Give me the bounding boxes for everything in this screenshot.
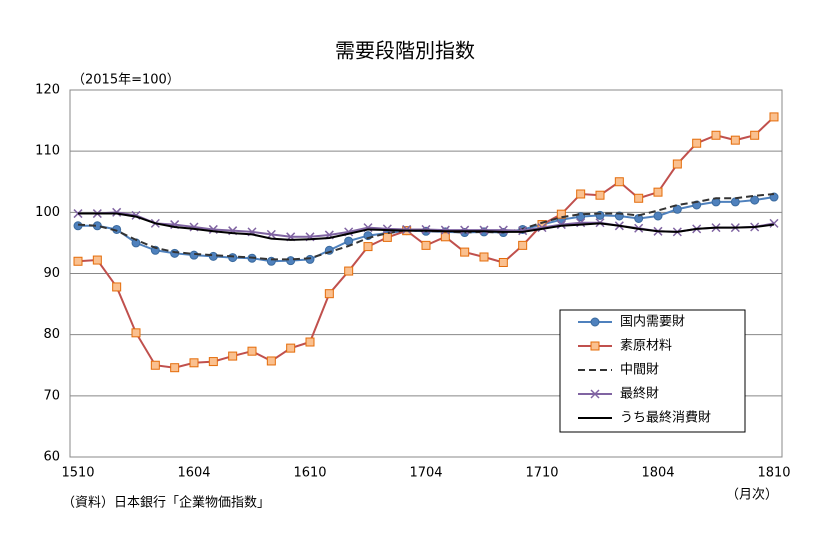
series-marker — [382, 232, 392, 242]
series-marker — [556, 209, 566, 219]
y-tick-label: 90 — [43, 266, 60, 281]
unit-label: （2015年=100） — [72, 73, 180, 88]
series-marker — [576, 189, 586, 199]
series-marker — [440, 232, 450, 242]
series-marker — [518, 226, 528, 236]
series-marker — [595, 190, 605, 200]
series-marker — [421, 224, 431, 234]
series-marker — [498, 257, 508, 267]
y-tick-label: 60 — [43, 450, 60, 465]
source: （資料）日本銀行「企業物価指数」 — [62, 495, 270, 511]
x-tick-label: 1604 — [177, 466, 210, 481]
legend-marker — [590, 341, 600, 351]
x-tick-label: 1810 — [757, 466, 790, 481]
series-marker — [208, 357, 218, 367]
series-marker — [750, 130, 760, 140]
series-marker — [402, 224, 412, 234]
series-marker — [286, 256, 296, 266]
series-marker — [711, 130, 721, 140]
chart-title: 需要段階別指数 — [335, 39, 475, 63]
series-marker — [189, 358, 199, 368]
series-marker — [672, 204, 682, 214]
series-marker — [344, 266, 354, 276]
legend-label: うち最終消費財 — [620, 410, 711, 426]
legend-label: 中間財 — [620, 363, 659, 378]
series-marker — [460, 225, 470, 235]
x-tick-label: 1510 — [61, 466, 94, 481]
series-marker — [150, 360, 160, 370]
series-marker — [518, 240, 528, 250]
series-marker — [305, 337, 315, 347]
y-tick-label: 120 — [35, 83, 60, 98]
series-marker — [228, 351, 238, 361]
series-marker — [170, 363, 180, 373]
series-marker — [247, 346, 257, 356]
x-tick-label: 1710 — [525, 466, 558, 481]
series-marker — [692, 138, 702, 148]
series-marker — [556, 220, 566, 230]
x-tick-label: 1704 — [409, 466, 442, 481]
series-line — [78, 212, 775, 241]
series-marker — [266, 356, 276, 366]
x-axis-label: （月次） — [726, 487, 778, 503]
x-tick-label: 1610 — [293, 466, 326, 481]
series-marker — [653, 211, 663, 221]
series-marker — [112, 207, 122, 217]
x-tick-label: 1804 — [641, 466, 674, 481]
y-tick-label: 100 — [35, 205, 60, 220]
series-marker — [73, 221, 83, 231]
series-marker — [189, 250, 199, 260]
y-tick-label: 110 — [35, 144, 60, 159]
series-marker — [305, 254, 315, 264]
series-marker — [363, 242, 373, 252]
series-marker — [266, 229, 276, 239]
series-marker — [537, 223, 547, 233]
legend-label: 国内需要財 — [620, 314, 685, 330]
series-marker — [421, 240, 431, 250]
series-marker — [479, 252, 489, 262]
series-marker — [73, 256, 83, 266]
series-marker — [769, 112, 779, 122]
series-marker — [672, 159, 682, 169]
series-marker — [614, 177, 624, 187]
series-marker — [730, 135, 740, 145]
y-tick-label: 70 — [43, 388, 60, 403]
y-tick-label: 80 — [43, 327, 60, 342]
series-marker — [750, 195, 760, 205]
series-marker — [479, 225, 489, 235]
series-marker — [440, 225, 450, 235]
series-marker — [228, 253, 238, 263]
legend-marker — [590, 389, 600, 399]
series-marker — [634, 193, 644, 203]
series-marker — [286, 343, 296, 353]
series-marker — [92, 255, 102, 265]
series-marker — [131, 328, 141, 338]
series-marker — [653, 187, 663, 197]
legend-marker — [590, 317, 600, 327]
legend-label: 素原材料 — [620, 339, 672, 354]
series-marker — [460, 247, 470, 257]
series-marker — [324, 289, 334, 299]
legend-label: 最終財 — [620, 386, 659, 402]
series-marker — [208, 251, 218, 261]
plot-border — [69, 89, 783, 458]
series-marker — [112, 282, 122, 292]
series-marker — [769, 218, 779, 228]
series-marker — [382, 224, 392, 234]
